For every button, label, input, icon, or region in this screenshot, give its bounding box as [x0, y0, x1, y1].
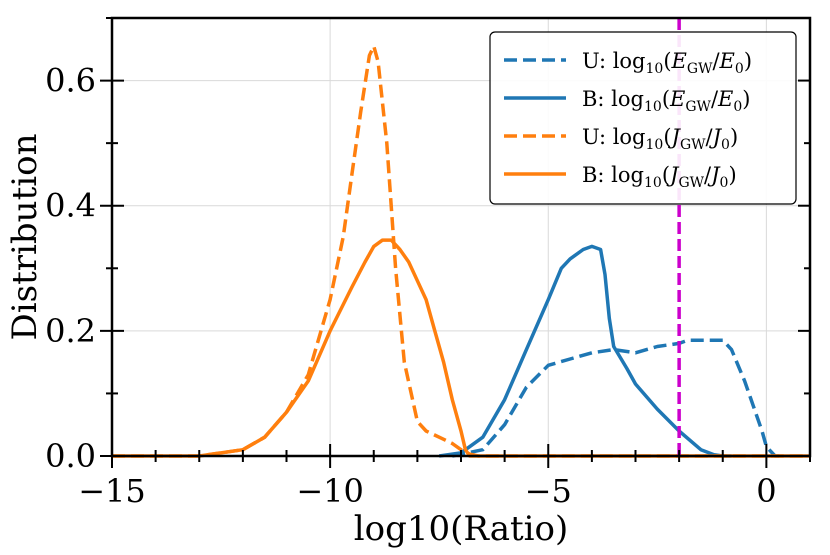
x-tick-label: 0 — [756, 472, 776, 510]
y-tick-label: 0.0 — [45, 437, 96, 475]
series-line-4 — [112, 238, 810, 458]
axis-tick-labels: −15 −10 −5 0 0.0 0.2 0.4 0.6 — [45, 62, 776, 510]
y-tick-label: 0.4 — [45, 187, 96, 225]
legend-label: B: log10(EGW/E0) — [582, 87, 751, 115]
legend: U: log10(EGW/E0) B: log10(EGW/E0) U: log10… — [489, 31, 797, 205]
series-line-1 — [451, 338, 784, 458]
legend-box — [489, 31, 797, 205]
x-tick-label: −5 — [525, 472, 572, 510]
x-axis-title: log10(Ratio) — [354, 509, 569, 549]
x-tick-label: −10 — [296, 472, 364, 510]
y-tick-label: 0.2 — [45, 312, 96, 350]
legend-label: B: log10(JGW/J0) — [582, 163, 737, 191]
legend-label: U: log10(EGW/E0) — [582, 49, 752, 77]
x-tick-label: −15 — [78, 472, 146, 510]
legend-label: U: log10(JGW/J0) — [582, 125, 738, 153]
y-tick-label: 0.6 — [45, 62, 96, 100]
series-line-2 — [438, 244, 732, 458]
axis-ticks — [100, 17, 811, 468]
y-axis-title: Distribution — [5, 134, 45, 341]
series-line-3 — [112, 44, 810, 458]
series-layer — [112, 44, 810, 458]
